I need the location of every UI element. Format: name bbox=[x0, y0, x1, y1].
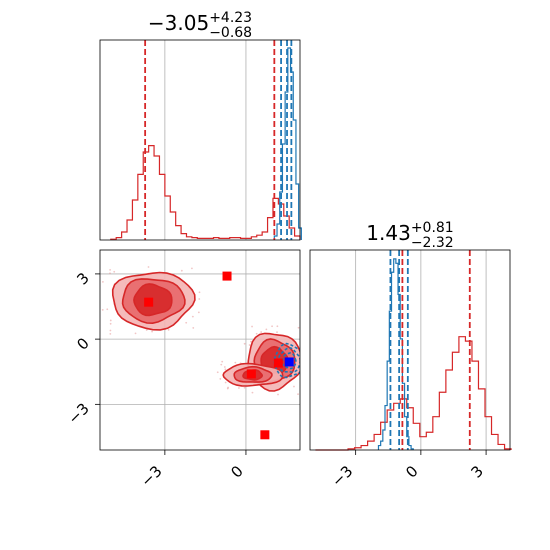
panel-p0-marginal bbox=[99, 39, 302, 241]
joint-sample-point bbox=[145, 329, 148, 331]
joint-sample-point bbox=[305, 356, 307, 358]
joint-sample-point bbox=[277, 393, 279, 396]
joint-sample-point bbox=[151, 330, 153, 333]
joint-sample-point bbox=[109, 268, 111, 271]
joint-sample-point bbox=[147, 266, 150, 268]
joint-sample-point bbox=[106, 308, 109, 311]
joint-red-marker-3 bbox=[273, 358, 283, 368]
joint-sample-point bbox=[180, 269, 183, 272]
joint-blue-marker-0 bbox=[284, 357, 294, 367]
joint-sample-point bbox=[197, 311, 200, 314]
joint-sample-point bbox=[276, 331, 278, 334]
p1-xtick-label-0: −3 bbox=[328, 462, 356, 490]
joint-blue-contour-0 bbox=[273, 342, 300, 379]
joint-sample-point bbox=[250, 340, 252, 343]
joint-red-marker-2 bbox=[246, 369, 256, 379]
joint-sample-point bbox=[293, 385, 295, 388]
joint-sample-point bbox=[167, 329, 170, 331]
joint-sample-point bbox=[243, 386, 246, 389]
joint-red-marker-0 bbox=[144, 297, 154, 307]
joint-sample-point bbox=[251, 325, 253, 328]
p0-title-plus: +4.23 bbox=[209, 10, 252, 26]
joint-sample-point bbox=[134, 332, 137, 335]
joint-sample-point bbox=[198, 291, 201, 294]
p1-histogram-blue bbox=[377, 258, 414, 450]
p1-title-plus: +0.81 bbox=[411, 220, 454, 236]
p1-histogram-red bbox=[315, 336, 512, 451]
joint-sample-point bbox=[304, 382, 306, 384]
joint-sample-point bbox=[216, 371, 219, 374]
joint-sample-point bbox=[276, 325, 279, 328]
joint-red-marker-4 bbox=[260, 430, 270, 440]
joint-frame bbox=[99, 249, 301, 451]
p1-title-value: 1.43 bbox=[366, 221, 411, 245]
joint-xtick-label-0: −3 bbox=[137, 462, 165, 490]
joint-sample-point bbox=[221, 360, 224, 363]
joint-ytick-label-2: −3 bbox=[64, 399, 92, 427]
joint-sample-point bbox=[243, 342, 246, 345]
p0-frame bbox=[99, 39, 301, 241]
joint-sample-point bbox=[297, 326, 300, 329]
joint-sample-point bbox=[265, 328, 268, 331]
joint-sample-point bbox=[113, 270, 116, 273]
joint-sample-point bbox=[255, 332, 258, 335]
joint-xtick-label-1: 0 bbox=[227, 462, 246, 481]
p1-background bbox=[310, 250, 510, 450]
joint-sample-point bbox=[271, 325, 273, 328]
joint-sample-point bbox=[224, 368, 227, 371]
joint-sample-point bbox=[220, 363, 223, 366]
joint-sample-point bbox=[101, 280, 104, 283]
joint-sample-point bbox=[251, 391, 254, 394]
joint-ytick-label-1: 0 bbox=[73, 334, 92, 353]
joint-sample-point bbox=[192, 327, 195, 329]
p1-title-minus: −2.32 bbox=[411, 235, 454, 251]
joint-sample-point bbox=[191, 267, 193, 270]
joint-sample-point bbox=[219, 378, 222, 380]
joint-sample-point bbox=[248, 344, 251, 346]
joint-sample-point bbox=[226, 387, 229, 390]
joint-sample-point bbox=[109, 319, 112, 322]
joint-sample-point bbox=[224, 381, 227, 384]
joint-sample-point bbox=[109, 272, 111, 275]
panel-p1-marginal: −3 0 3 bbox=[309, 249, 512, 490]
panel-joint: −3 0 3 0 −3 bbox=[64, 249, 307, 490]
p1-xtick-label-1: 0 bbox=[402, 462, 421, 481]
joint-sample-point bbox=[101, 309, 104, 311]
p1-title: 1.43+0.81 bbox=[366, 220, 453, 245]
joint-sample-point bbox=[297, 393, 299, 396]
joint-plot-area bbox=[100, 250, 307, 450]
p0-title-value: −3.05 bbox=[148, 11, 209, 35]
joint-sample-point bbox=[109, 332, 112, 335]
p0-background bbox=[100, 40, 300, 240]
joint-sample-point bbox=[109, 329, 112, 332]
joint-sample-point bbox=[238, 387, 240, 389]
joint-sample-point bbox=[185, 321, 188, 324]
joint-sample-point bbox=[223, 366, 226, 368]
joint-sample-point bbox=[191, 315, 194, 318]
joint-sample-point bbox=[260, 331, 263, 333]
joint-ytick-label-0: 3 bbox=[73, 269, 92, 288]
p0-title: −3.05+4.23 bbox=[148, 10, 252, 35]
p1-frame bbox=[309, 249, 511, 451]
p0-title-minus: −0.68 bbox=[209, 25, 252, 41]
p1-xtick-label-2: 3 bbox=[467, 462, 486, 481]
joint-sample-point bbox=[198, 298, 201, 300]
p0-histogram-red bbox=[110, 145, 301, 240]
joint-sample-point bbox=[234, 361, 237, 364]
joint-red-marker-1 bbox=[222, 271, 232, 281]
joint-sample-point bbox=[109, 322, 112, 325]
titles: −3.05+4.23−0.68 1.43+0.81−2.32 bbox=[148, 10, 454, 251]
